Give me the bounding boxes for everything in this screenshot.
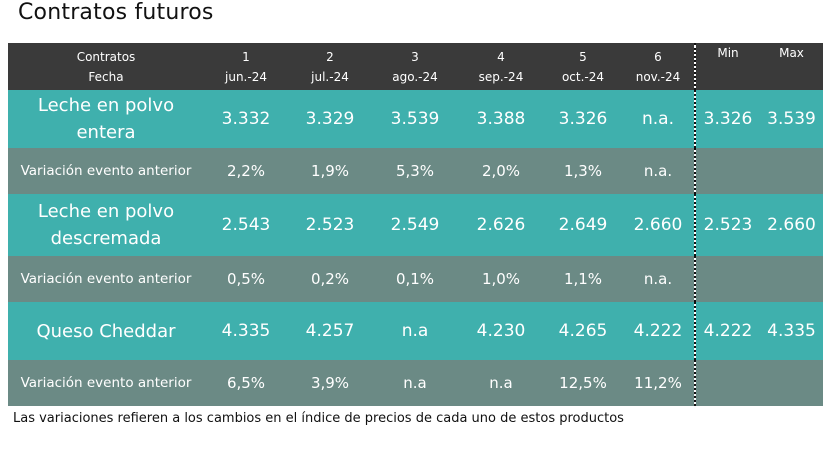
footnote: Las variaciones refieren a los cambios e… — [13, 411, 624, 426]
table-cell: 2.549 — [372, 194, 458, 256]
table-cell: 4.265 — [544, 302, 622, 360]
header-label-cell: Contratos Fecha — [8, 43, 204, 90]
header-col-1: 1 jun.-24 — [204, 43, 288, 90]
table-cell: n.a. — [622, 256, 695, 302]
table-cell: 11,2% — [622, 360, 695, 406]
min-cell — [694, 148, 760, 194]
col-number: 6 — [654, 49, 662, 64]
min-cell: 3.326 — [694, 90, 760, 148]
header-min: Min — [694, 43, 760, 90]
table-cell: 5,3% — [372, 148, 458, 194]
table-cell: 4.335 — [204, 302, 288, 360]
row-label: Leche en polvo descremada — [8, 194, 204, 256]
min-cell: 2.523 — [694, 194, 760, 256]
row-label: Variación evento anterior — [8, 148, 204, 194]
col-number: 1 — [242, 49, 250, 64]
table-cell: 2,2% — [204, 148, 288, 194]
header-col-4: 4 sep.-24 — [458, 43, 544, 90]
header-date-label: Fecha — [88, 69, 124, 84]
row-label: Leche en polvo entera — [8, 90, 204, 148]
table-cell: 0,5% — [204, 256, 288, 302]
max-cell — [760, 256, 823, 302]
table-cell: 4.257 — [288, 302, 372, 360]
max-cell: 2.660 — [760, 194, 823, 256]
table-cell: n.a. — [622, 148, 695, 194]
col-date: sep.-24 — [478, 69, 524, 84]
table-cell: 4.230 — [458, 302, 544, 360]
header-max: Max — [760, 43, 823, 90]
table-cell: 1,9% — [288, 148, 372, 194]
header-col-5: 5 oct.-24 — [544, 43, 622, 90]
table-cell: 2.649 — [544, 194, 622, 256]
max-cell — [760, 148, 823, 194]
col-date: jul.-24 — [311, 69, 349, 84]
table-cell: n.a — [372, 302, 458, 360]
table-cell: 1,3% — [544, 148, 622, 194]
table-cell: 3.329 — [288, 90, 372, 148]
table-cell: 4.222 — [622, 302, 695, 360]
col-date: jun.-24 — [225, 69, 267, 84]
min-cell: 4.222 — [694, 302, 760, 360]
table-cell: 0,1% — [372, 256, 458, 302]
table-cell: 12,5% — [544, 360, 622, 406]
table-cell: n.a — [372, 360, 458, 406]
table-cell: 1,1% — [544, 256, 622, 302]
table-cell: n.a — [458, 360, 544, 406]
table-cell: 3.326 — [544, 90, 622, 148]
table-cell: 3.332 — [204, 90, 288, 148]
table-cell: 3.539 — [372, 90, 458, 148]
header-col-2: 2 jul.-24 — [288, 43, 372, 90]
col-number: 3 — [411, 49, 419, 64]
min-cell — [694, 360, 760, 406]
page-title: Contratos futuros — [18, 0, 214, 25]
table-cell: 3,9% — [288, 360, 372, 406]
table-cell: 2.660 — [622, 194, 695, 256]
col-number: 5 — [579, 49, 587, 64]
table-cell: 2.626 — [458, 194, 544, 256]
col-date: ago.-24 — [392, 69, 438, 84]
table-header-row: Contratos Fecha 1 jun.-24 2 jul.-24 3 ago.-… — [8, 43, 823, 90]
table-cell: 2.523 — [288, 194, 372, 256]
header-col-6: 6 nov.-24 — [622, 43, 695, 90]
table-cell: 2,0% — [458, 148, 544, 194]
table-row-variation: Variación evento anterior 2,2% 1,9% 5,3%… — [8, 148, 823, 194]
row-label: Queso Cheddar — [8, 302, 204, 360]
table-cell: 3.388 — [458, 90, 544, 148]
table-row-variation: Variación evento anterior 0,5% 0,2% 0,1%… — [8, 256, 823, 302]
table-row-variation: Variación evento anterior 6,5% 3,9% n.a … — [8, 360, 823, 406]
futures-table: Contratos Fecha 1 jun.-24 2 jul.-24 3 ago.-… — [8, 43, 823, 406]
table-row-skim-milk-powder: Leche en polvo descremada 2.543 2.523 2.… — [8, 194, 823, 256]
row-label: Variación evento anterior — [8, 360, 204, 406]
col-number: 4 — [497, 49, 505, 64]
table-row-whole-milk-powder: Leche en polvo entera 3.332 3.329 3.539 … — [8, 90, 823, 148]
table-cell: 1,0% — [458, 256, 544, 302]
max-cell: 4.335 — [760, 302, 823, 360]
max-cell — [760, 360, 823, 406]
min-cell — [694, 256, 760, 302]
col-number: 2 — [326, 49, 334, 64]
table-cell: 6,5% — [204, 360, 288, 406]
row-label: Variación evento anterior — [8, 256, 204, 302]
col-date: oct.-24 — [561, 69, 605, 84]
header-contracts-label: Contratos — [76, 49, 136, 64]
col-date: nov.-24 — [635, 69, 681, 84]
table-row-cheddar-cheese: Queso Cheddar 4.335 4.257 n.a 4.230 4.26… — [8, 302, 823, 360]
table-cell: n.a. — [622, 90, 695, 148]
table-cell: 0,2% — [288, 256, 372, 302]
max-cell: 3.539 — [760, 90, 823, 148]
table-cell: 2.543 — [204, 194, 288, 256]
header-col-3: 3 ago.-24 — [372, 43, 458, 90]
